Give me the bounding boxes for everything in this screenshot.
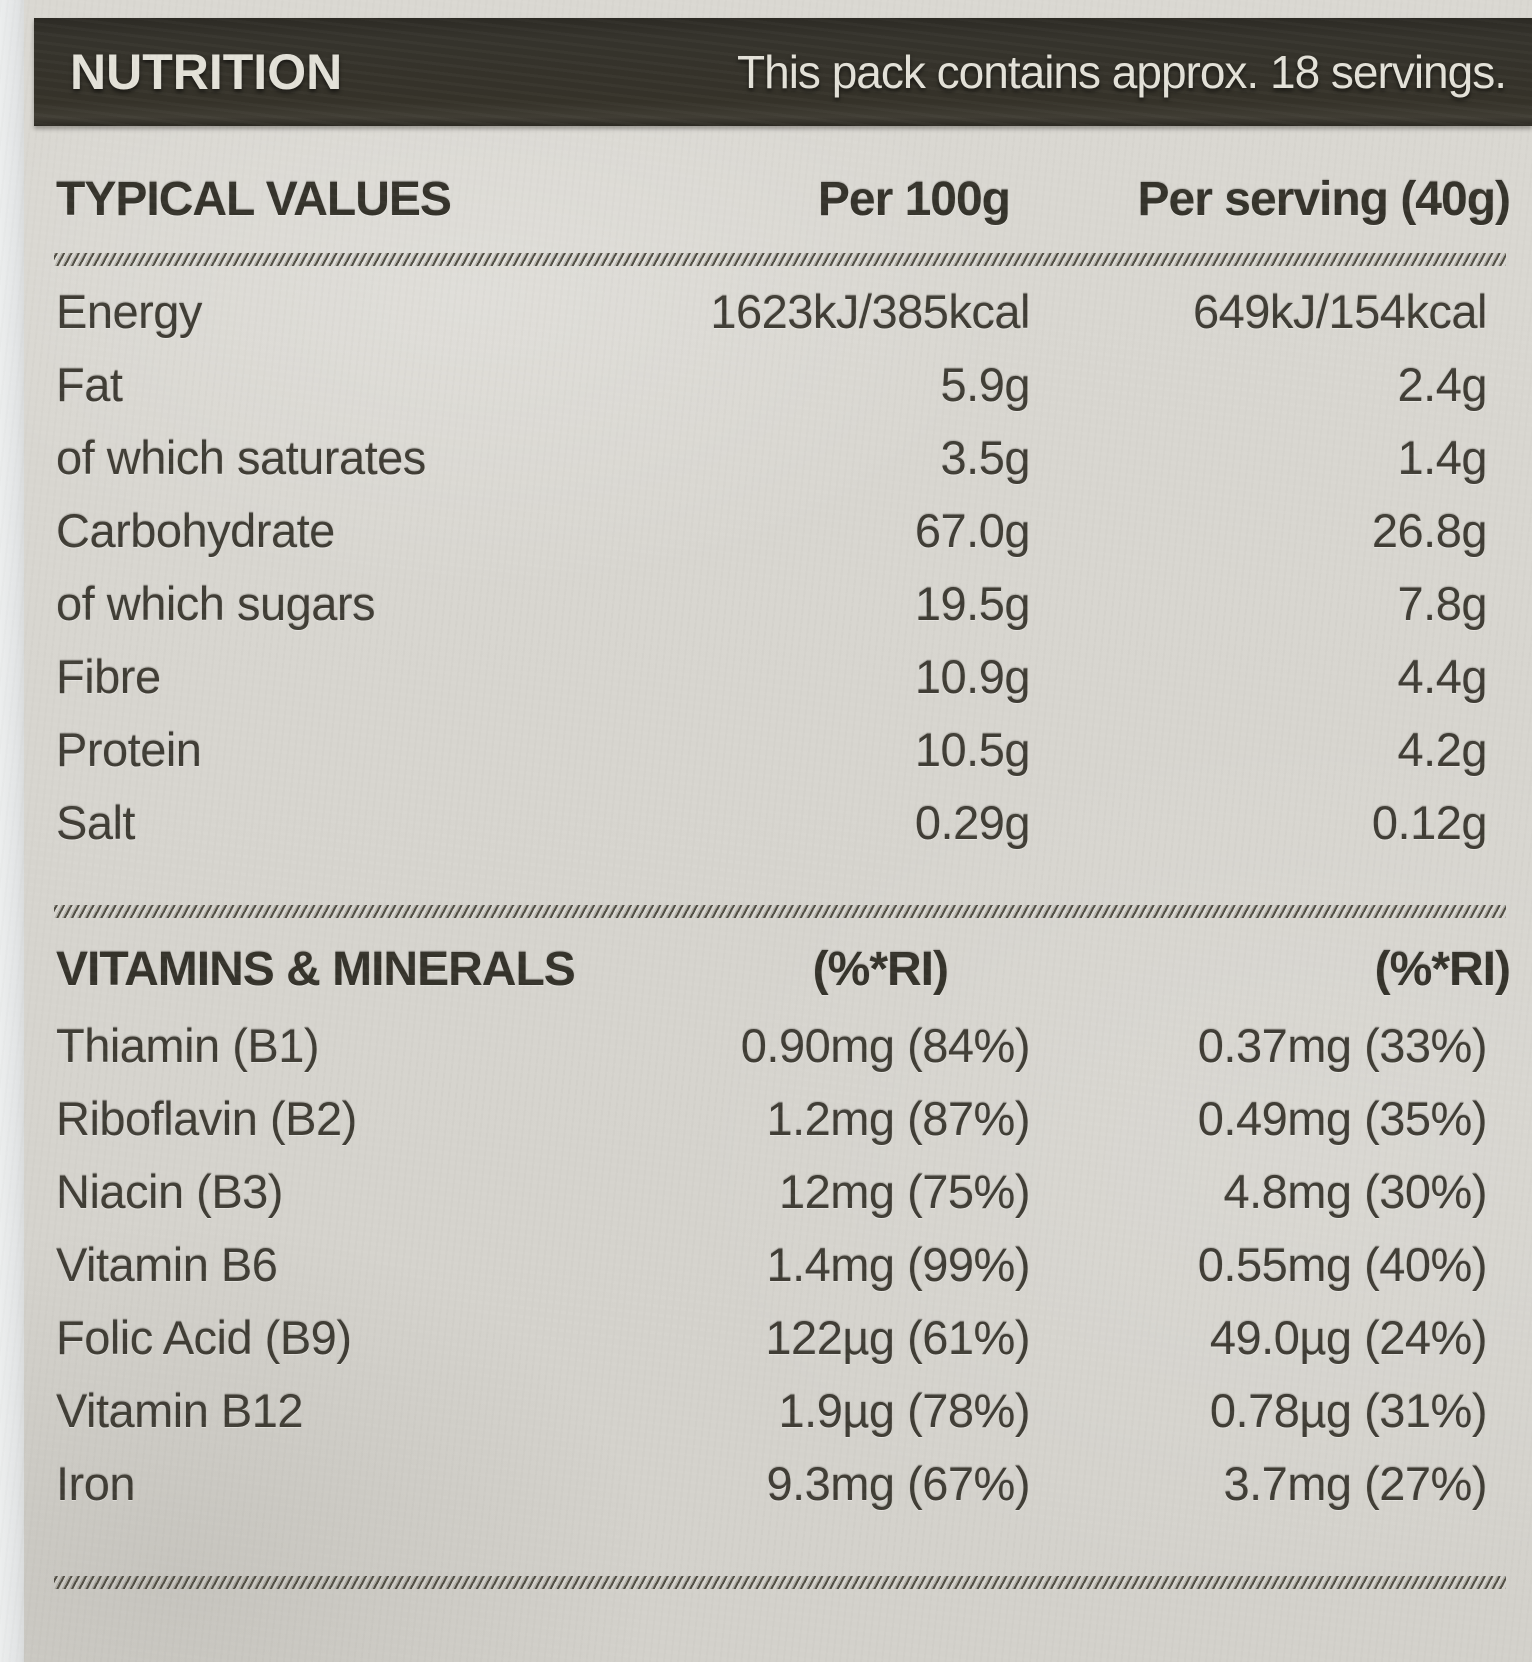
nutrient-label: Energy	[56, 285, 202, 338]
vitamins-heading: VITAMINS & MINERALS	[56, 943, 576, 996]
vitamins-header-row: VITAMINS & MINERALS (%*RI) (%*RI)	[24, 942, 1532, 997]
nutrient-label: Iron	[56, 1457, 136, 1510]
nutrition-header-bar: NUTRITION This pack contains approx. 18 …	[34, 18, 1532, 126]
divider-hatched-top	[54, 253, 1506, 266]
table-row-fibre: Fibre 10.9g 4.4g	[24, 640, 1532, 713]
table-row-protein: Protein 10.5g 4.2g	[24, 713, 1532, 786]
label-paper-background	[24, 0, 1532, 1662]
per-100g-value: 10.5g	[914, 723, 1031, 776]
column-header-per-100g: Per 100g	[817, 173, 1011, 226]
vitamins-column-ri-per-serving: (%*RI)	[1374, 943, 1511, 996]
per-serving-value: 3.7mg (27%)	[1223, 1457, 1487, 1510]
nutrient-label: Fat	[56, 358, 123, 411]
table-row-fat: Fat 5.9g 2.4g	[24, 348, 1532, 421]
table-row-riboflavin: Riboflavin (B2) 1.2mg (87%) 0.49mg (35%)	[24, 1082, 1532, 1155]
per-100g-value: 1.9µg (78%)	[778, 1384, 1031, 1437]
table-row-niacin: Niacin (B3) 12mg (75%) 4.8mg (30%)	[24, 1155, 1532, 1228]
per-serving-value: 1.4g	[1397, 431, 1488, 484]
per-serving-value: 649kJ/154kcal	[1193, 285, 1487, 338]
per-serving-value: 0.12g	[1371, 796, 1488, 849]
per-serving-value: 4.2g	[1397, 723, 1488, 776]
per-serving-value: 0.37mg (33%)	[1197, 1019, 1488, 1072]
divider-hatched-bottom	[54, 1576, 1506, 1589]
table-row-sugars: of which sugars 19.5g 7.8g	[24, 567, 1532, 640]
servings-note: This pack contains approx. 18 servings.	[737, 46, 1507, 98]
table-row-salt: Salt 0.29g 0.12g	[24, 786, 1532, 859]
per-serving-value: 4.8mg (30%)	[1223, 1165, 1487, 1218]
nutrient-label: Vitamin B12	[56, 1384, 304, 1437]
nutrient-label: Fibre	[56, 650, 161, 703]
per-100g-value: 12mg (75%)	[779, 1165, 1031, 1218]
nutrient-label: of which sugars	[56, 577, 376, 630]
per-serving-value: 0.49mg (35%)	[1197, 1092, 1488, 1145]
per-100g-value: 1623kJ/385kcal	[710, 285, 1030, 338]
table-row-vitamin-b6: Vitamin B6 1.4mg (99%) 0.55mg (40%)	[24, 1228, 1532, 1301]
per-serving-value: 2.4g	[1397, 358, 1488, 411]
nutrient-label: Salt	[56, 796, 136, 849]
table-row-folic-acid: Folic Acid (B9) 122µg (61%) 49.0µg (24%)	[24, 1301, 1532, 1374]
divider-hatched-middle	[54, 905, 1506, 918]
table-row-vitamin-b12: Vitamin B12 1.9µg (78%) 0.78µg (31%)	[24, 1374, 1532, 1447]
nutrient-label: Vitamin B6	[56, 1238, 278, 1291]
per-100g-value: 0.29g	[914, 796, 1031, 849]
per-serving-value: 4.4g	[1397, 650, 1488, 703]
column-header-per-serving: Per serving (40g)	[1137, 173, 1511, 226]
nutrition-title: NUTRITION	[70, 44, 343, 100]
per-100g-value: 1.4mg (99%)	[766, 1238, 1030, 1291]
per-serving-value: 7.8g	[1397, 577, 1488, 630]
per-100g-value: 1.2mg (87%)	[766, 1092, 1030, 1145]
table-row-carbohydrate: Carbohydrate 67.0g 26.8g	[24, 494, 1532, 567]
package-edge	[0, 0, 24, 1662]
per-100g-value: 19.5g	[914, 577, 1031, 630]
per-serving-value: 49.0µg (24%)	[1209, 1311, 1488, 1364]
per-100g-value: 0.90mg (84%)	[740, 1019, 1031, 1072]
nutrient-label: Riboflavin (B2)	[56, 1092, 357, 1145]
table-row-thiamin: Thiamin (B1) 0.90mg (84%) 0.37mg (33%)	[24, 1009, 1532, 1082]
label-content: TYPICAL VALUES Per 100g Per serving (40g…	[24, 126, 1532, 1589]
typical-values-header-row: TYPICAL VALUES Per 100g Per serving (40g…	[24, 172, 1532, 227]
table-row-saturates: of which saturates 3.5g 1.4g	[24, 421, 1532, 494]
per-100g-value: 10.9g	[914, 650, 1031, 703]
per-serving-value: 0.78µg (31%)	[1209, 1384, 1488, 1437]
nutrient-label: Carbohydrate	[56, 504, 335, 557]
vitamins-table: Thiamin (B1) 0.90mg (84%) 0.37mg (33%) R…	[24, 1009, 1532, 1520]
nutrient-label: Thiamin (B1)	[56, 1019, 320, 1072]
per-serving-value: 0.55mg (40%)	[1197, 1238, 1488, 1291]
per-serving-value: 26.8g	[1371, 504, 1488, 557]
per-100g-value: 9.3mg (67%)	[766, 1457, 1030, 1510]
nutrient-label: Protein	[56, 723, 202, 776]
nutrient-label: Niacin (B3)	[56, 1165, 283, 1218]
per-100g-value: 5.9g	[940, 358, 1031, 411]
nutrient-label: of which saturates	[56, 431, 426, 484]
table-row-iron: Iron 9.3mg (67%) 3.7mg (27%)	[24, 1447, 1532, 1520]
typical-values-table: Energy 1623kJ/385kcal 649kJ/154kcal Fat …	[24, 275, 1532, 859]
table-row-energy: Energy 1623kJ/385kcal 649kJ/154kcal	[24, 275, 1532, 348]
vitamins-column-ri-per-100g: (%*RI)	[812, 943, 949, 996]
typical-values-heading: TYPICAL VALUES	[56, 173, 452, 226]
per-100g-value: 122µg (61%)	[765, 1311, 1030, 1364]
per-100g-value: 3.5g	[940, 431, 1031, 484]
per-100g-value: 67.0g	[914, 504, 1031, 557]
nutrient-label: Folic Acid (B9)	[56, 1311, 352, 1364]
